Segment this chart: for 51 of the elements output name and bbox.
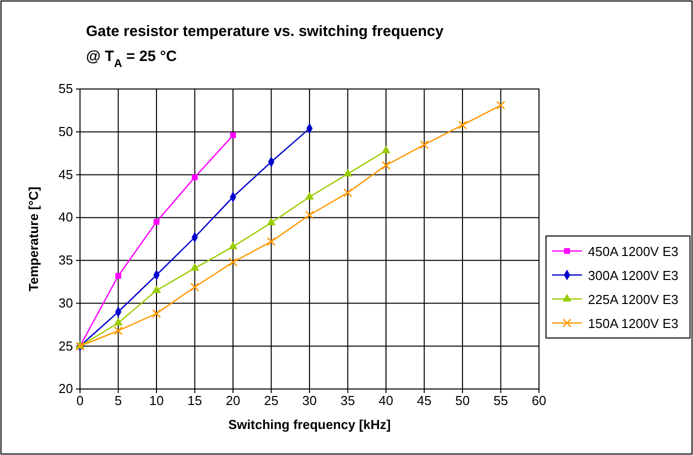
point <box>114 326 123 336</box>
point <box>305 192 314 200</box>
point <box>382 160 390 170</box>
x-tick-label: 25 <box>264 393 278 408</box>
point <box>154 218 160 225</box>
x-tick-label: 5 <box>114 393 122 408</box>
chart-title: Gate resistor temperature vs. switching frequency <box>86 23 444 40</box>
point <box>305 210 314 220</box>
x-tick-label: 60 <box>532 393 546 408</box>
y-tick-label: 55 <box>58 81 73 96</box>
x-tick-label: 35 <box>340 393 355 408</box>
y-tick-label: 50 <box>58 124 73 140</box>
point <box>382 146 390 154</box>
x-tick-label: 10 <box>149 393 164 408</box>
x-tick-label: 20 <box>226 393 240 408</box>
x-tick-label: 50 <box>455 393 470 408</box>
y-axis-title: Temperature [°C] <box>26 186 41 292</box>
point <box>496 100 506 110</box>
x-tick-label: 40 <box>378 393 394 408</box>
legend-label: 450A 1200V E3 <box>588 244 678 259</box>
point <box>228 258 238 267</box>
point <box>190 282 200 292</box>
y-tick-label: 20 <box>58 381 73 396</box>
y-tick-label: 30 <box>58 295 73 310</box>
y-tick-label: 35 <box>58 252 73 268</box>
x-tick-label: 0 <box>76 393 84 408</box>
point <box>228 242 238 250</box>
point <box>266 237 276 246</box>
point <box>115 272 122 279</box>
legend-label: 300A 1200V E3 <box>588 268 678 283</box>
point <box>114 318 123 326</box>
x-tick-label: 55 <box>494 393 508 408</box>
point <box>152 285 161 293</box>
point <box>458 120 467 130</box>
x-tick-label: 45 <box>417 393 432 408</box>
chart-subtitle: @ T$_{A}$ = 25 °C <box>86 48 178 70</box>
point <box>230 132 236 138</box>
x-tick-label: 30 <box>302 393 317 408</box>
point <box>152 309 161 318</box>
x-tick-label: 15 <box>188 393 202 408</box>
point <box>343 168 352 176</box>
point <box>420 140 429 150</box>
y-tick-label: 40 <box>58 210 73 225</box>
point <box>343 188 352 198</box>
point <box>266 218 276 226</box>
legend-label: 150A 1200V E3 <box>588 316 678 331</box>
x-axis-title: Switching frequency [kHz] <box>228 417 391 432</box>
y-tick-label: 45 <box>58 166 73 182</box>
y-tick-label: 25 <box>58 338 73 354</box>
legend-label: 225A 1200V E3 <box>588 292 678 307</box>
point <box>190 263 200 271</box>
